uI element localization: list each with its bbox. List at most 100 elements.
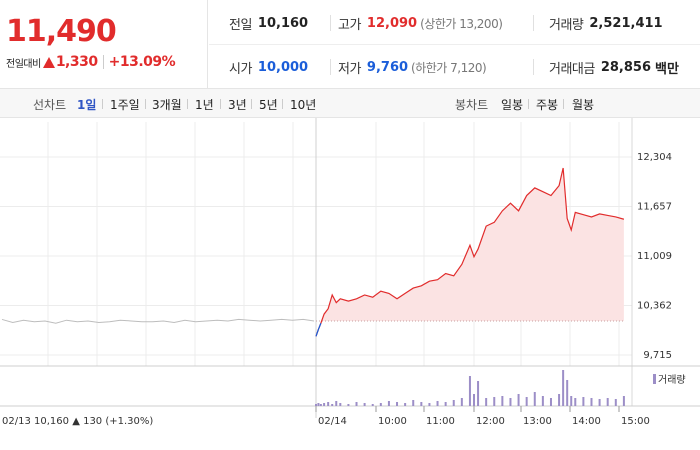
volume-bar — [323, 403, 326, 406]
volume-bar — [501, 396, 504, 406]
y-tick-label: 9,715 — [643, 350, 672, 361]
y-tick-label: 11,657 — [637, 201, 672, 212]
volume-bar — [562, 370, 565, 406]
stat-value: 9,760 — [366, 59, 409, 75]
stat-open: 시가 10,000 — [229, 45, 308, 89]
y-axis-ticks: 12,304 11,657 11,009 10,362 9,715 — [637, 152, 672, 361]
volume-bar — [614, 399, 617, 406]
volume-legend-label: 거래량 — [658, 374, 686, 386]
candle-chart-label: 봉차트 — [455, 98, 489, 112]
period-3m-button[interactable]: 3개월 — [152, 98, 182, 112]
volume-bar — [452, 400, 455, 406]
toolbar-separator — [187, 99, 188, 109]
volume-bar — [404, 403, 407, 406]
period-1y-button[interactable]: 1년 — [195, 98, 214, 112]
stat-low: 저가 9,760 (하한가 7,120) — [338, 45, 487, 89]
toolbar-separator — [528, 99, 529, 109]
period-1w-button[interactable]: 1주일 — [110, 98, 140, 112]
candle-daily-button[interactable]: 일봉 — [501, 98, 524, 112]
volume-bar — [347, 404, 350, 406]
volume-bar — [339, 403, 342, 406]
change-rate: +13.09% — [108, 54, 176, 70]
volume-bar — [566, 380, 569, 406]
volume-bar — [355, 402, 358, 406]
volume-bar — [485, 398, 488, 406]
today-price-line — [315, 167, 625, 337]
stat-unit: 백만 — [655, 61, 679, 77]
volume-bar — [477, 381, 480, 406]
line-chart-label: 선차트 — [33, 98, 67, 112]
stat-prev-close: 전일 10,160 — [229, 1, 308, 45]
volume-bar — [606, 398, 609, 406]
volume-bar — [622, 396, 625, 406]
x-tick-label: 12:00 — [476, 416, 505, 427]
x-axis-ticks: 02/14 10:00 11:00 12:00 13:00 14:00 15:00 — [315, 406, 650, 427]
stock-summary: 11,490 전일대비 1,330 +13.09% 전일 10,160 고가 1… — [0, 0, 700, 89]
volume-bar — [412, 400, 415, 406]
volume-bar — [420, 402, 423, 406]
x-tick-label: 11:00 — [426, 416, 455, 427]
x-tick-label: 02/14 — [318, 416, 347, 427]
candle-weekly-button[interactable]: 주봉 — [536, 98, 559, 112]
volume-bar — [525, 397, 528, 406]
volume-bar — [317, 403, 320, 406]
toolbar-separator — [251, 99, 252, 109]
stat-label: 시가 — [229, 61, 252, 77]
toolbar-separator — [563, 99, 564, 109]
current-price: 11,490 — [6, 14, 117, 49]
volume-bar — [468, 376, 471, 406]
change-label: 전일대비 — [6, 58, 41, 70]
divider — [330, 15, 331, 31]
period-3y-button[interactable]: 3년 — [228, 98, 247, 112]
volume-bar — [541, 396, 544, 406]
stat-high: 고가 12,090 (상한가 13,200) — [338, 1, 503, 45]
volume-bar — [335, 401, 338, 406]
y-tick-label: 10,362 — [637, 301, 672, 312]
stat-volume: 거래량 2,521,411 — [549, 1, 663, 45]
change-row: 전일대비 1,330 +13.09% — [6, 53, 176, 71]
volume-bar — [582, 397, 585, 406]
volume-bar — [570, 396, 573, 406]
volume-bar — [387, 401, 390, 406]
volume-bar — [315, 404, 317, 406]
stat-label: 거래대금 — [549, 61, 595, 77]
price-chart[interactable]: 12,304 11,657 11,009 10,362 9,715 거래량 02/14 1… — [0, 118, 700, 450]
opening-dip-line — [315, 323, 322, 337]
candle-monthly-button[interactable]: 월봉 — [572, 98, 595, 112]
divider — [533, 59, 534, 75]
stat-value: 10,000 — [257, 59, 309, 75]
today-area-fill — [316, 168, 624, 321]
period-1d-button[interactable]: 1일 — [77, 98, 97, 112]
toolbar-separator — [220, 99, 221, 109]
volume-bar — [533, 392, 536, 406]
price-block: 11,490 전일대비 1,330 +13.09% — [0, 0, 208, 89]
toolbar-separator — [102, 99, 103, 109]
prev-day-close: 10,160 — [34, 416, 69, 427]
stat-sub: (상한가 13,200) — [420, 16, 503, 31]
volume-legend-swatch — [653, 374, 656, 384]
divider — [330, 59, 331, 75]
volume-bar — [363, 403, 366, 406]
x-tick-label: 15:00 — [621, 416, 650, 427]
stat-sub: (하한가 7,120) — [411, 60, 487, 75]
prev-day-price-line — [1, 318, 315, 324]
volume-bar — [460, 398, 463, 406]
volume-bars — [315, 370, 625, 406]
stat-label: 고가 — [338, 17, 361, 33]
stat-value: 2,521,411 — [589, 15, 663, 31]
stat-value: 12,090 — [366, 15, 418, 31]
x-tick-label: 13:00 — [523, 416, 552, 427]
volume-bar — [436, 401, 439, 406]
volume-bar — [509, 398, 512, 406]
x-tick-label: 10:00 — [378, 416, 407, 427]
period-10y-button[interactable]: 10년 — [290, 98, 317, 112]
period-5y-button[interactable]: 5년 — [259, 98, 278, 112]
volume-bar — [371, 404, 374, 406]
chart-grid — [0, 118, 700, 418]
y-tick-label: 12,304 — [637, 152, 672, 163]
toolbar-separator — [145, 99, 146, 109]
divider — [533, 15, 534, 31]
volume-bar — [558, 394, 561, 406]
volume-bar — [473, 394, 475, 406]
volume-bar — [331, 404, 334, 406]
